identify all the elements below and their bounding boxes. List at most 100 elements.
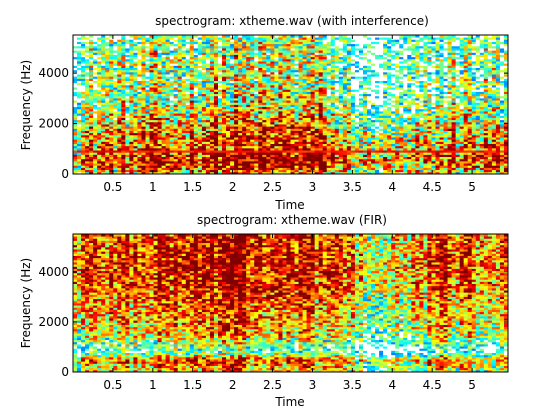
spectrogram-cell (149, 61, 154, 64)
spectrogram-cell (209, 128, 215, 131)
spectrogram-cell (189, 80, 195, 84)
spectrogram-cell (201, 84, 207, 88)
spectrogram-cell (213, 143, 219, 147)
spectrogram-cell (133, 156, 138, 160)
spectrogram-cell (73, 147, 78, 151)
spectrogram-cell (129, 84, 134, 88)
spectrogram-cell (153, 128, 158, 131)
spectrogram-cell (218, 145, 223, 149)
spectrogram-cell (213, 82, 219, 86)
spectrogram-cell (173, 128, 179, 131)
spectrogram-cell (145, 54, 150, 58)
spectrogram-cell (93, 171, 98, 175)
spectrogram-cell (213, 39, 219, 42)
spectrogram-cell (109, 93, 114, 97)
spectrogram-cell (117, 104, 122, 108)
spectrogram-cell (113, 113, 118, 116)
spectrogram-cell (101, 132, 106, 136)
spectrogram-cell (93, 104, 98, 108)
spectrogram-cell (218, 141, 223, 144)
spectrogram-cell (73, 171, 78, 175)
spectrogram-cell (222, 111, 227, 114)
spectrogram-cell (169, 69, 175, 73)
spectrogram-cell (149, 150, 154, 153)
spectrogram-cell (161, 43, 167, 47)
spectrogram-cell (181, 143, 187, 147)
spectrogram-cell (73, 167, 78, 171)
spectrogram-cell (137, 56, 142, 60)
spectrogram-cell (77, 63, 82, 66)
spectrogram-cell (97, 54, 102, 58)
spectrogram-cell (121, 76, 126, 79)
spectrogram-cell (222, 163, 227, 166)
spectrogram-cell (169, 171, 175, 175)
spectrogram-cell (73, 150, 78, 153)
spectrogram-cell (161, 137, 167, 140)
spectrogram-cell (141, 84, 146, 88)
spectrogram-cell (165, 65, 171, 68)
chart-title: spectrogram: xtheme.wav (with interferen… (155, 14, 429, 28)
spectrogram-cell (121, 41, 126, 45)
spectrogram-cell (193, 154, 199, 158)
spectrogram-cell (177, 56, 183, 60)
spectrogram-cell (157, 65, 163, 68)
spectrogram-cell (157, 108, 163, 112)
spectrogram-cell (93, 80, 98, 84)
spectrogram-cell (157, 154, 163, 158)
spectrogram-cell (169, 80, 175, 84)
spectrogram-cell (125, 128, 130, 131)
spectrogram-cell (109, 84, 114, 88)
spectrogram-cell (209, 69, 215, 73)
spectrogram-cell (141, 91, 146, 95)
spectrogram-cell (125, 145, 130, 149)
spectrogram-cell (77, 156, 82, 160)
spectrogram-cell (85, 93, 90, 97)
spectrogram-cell (213, 147, 219, 151)
spectrogram-cell (185, 95, 191, 99)
spectrogram-cell (185, 132, 191, 136)
spectrogram-cell (197, 119, 203, 123)
spectrogram-cell (181, 145, 187, 149)
spectrogram-cell (133, 117, 138, 121)
spectrogram-cell (133, 121, 138, 125)
spectrogram-cell (145, 139, 150, 142)
spectrogram-cell (189, 132, 195, 136)
spectrogram-cell (189, 87, 195, 90)
spectrogram-cell (218, 128, 223, 131)
spectrogram-cell (85, 115, 90, 118)
spectrogram-cell (213, 56, 219, 60)
spectrogram-cell (193, 150, 199, 153)
spectrogram-cell (141, 119, 146, 123)
spectrogram-cell (209, 156, 215, 160)
spectrogram-cell (125, 137, 130, 140)
spectrogram-cell (157, 121, 163, 125)
spectrogram-cell (169, 108, 175, 112)
spectrogram-cell (205, 130, 211, 134)
spectrogram-cell (213, 35, 219, 38)
spectrogram-cell (121, 124, 126, 127)
spectrogram-cell (161, 128, 167, 131)
spectrogram-cell (89, 52, 94, 55)
spectrogram-cell (141, 167, 146, 171)
spectrogram-cell (189, 69, 195, 73)
spectrogram-cell (165, 56, 171, 60)
spectrogram-cell (77, 145, 82, 149)
spectrogram-cell (97, 160, 102, 164)
spectrogram-cell (133, 97, 138, 101)
spectrogram-cell (125, 156, 130, 160)
spectrogram-cell (213, 48, 219, 51)
spectrogram-cell (125, 95, 130, 99)
spectrogram-cell (133, 139, 138, 142)
spectrogram-cell (169, 102, 175, 105)
spectrogram-cell (177, 119, 183, 123)
spectrogram-cell (97, 169, 102, 173)
spectrogram-cell (209, 121, 215, 125)
spectrogram-cell (141, 102, 146, 105)
spectrogram-cell (137, 121, 142, 125)
spectrogram-cell (222, 130, 227, 134)
spectrogram-cell (193, 41, 199, 45)
spectrogram-cell (213, 93, 219, 97)
spectrogram-cell (218, 63, 223, 66)
spectrogram-cell (185, 128, 191, 131)
spectrogram-cell (173, 113, 179, 116)
